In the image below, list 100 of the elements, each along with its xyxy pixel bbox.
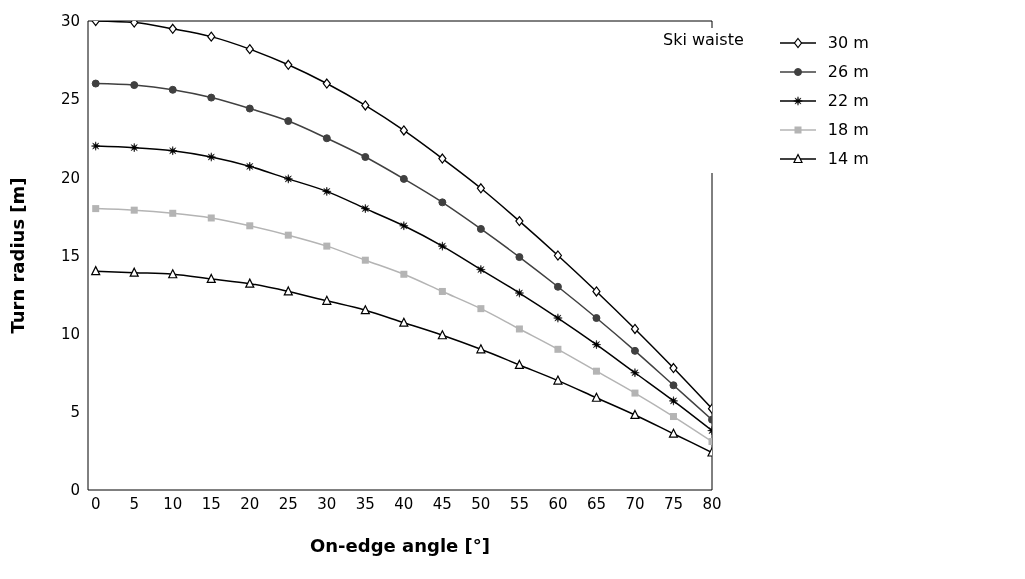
x-tick-label: 80 xyxy=(702,494,722,513)
point xyxy=(476,344,486,354)
point xyxy=(130,21,139,28)
point xyxy=(553,250,563,261)
point xyxy=(630,346,639,355)
point xyxy=(168,23,177,34)
point xyxy=(245,104,254,113)
x-tick-label: 55 xyxy=(509,494,529,513)
point xyxy=(669,413,677,421)
point xyxy=(438,153,447,164)
point xyxy=(361,100,370,111)
x-tick-label: 5 xyxy=(129,494,139,513)
point xyxy=(361,153,370,162)
point xyxy=(476,224,485,233)
point xyxy=(514,359,525,370)
point xyxy=(361,256,369,264)
x-tick-label: 15 xyxy=(201,494,221,513)
point xyxy=(668,396,679,406)
point xyxy=(322,134,331,143)
point xyxy=(284,59,293,70)
point xyxy=(554,345,562,353)
legend-label: 22 m xyxy=(827,91,869,110)
point xyxy=(515,216,524,227)
x-tick-label: 50 xyxy=(471,494,491,513)
point xyxy=(399,317,409,327)
point xyxy=(476,183,485,194)
point xyxy=(207,31,216,42)
point xyxy=(399,125,408,136)
point xyxy=(246,222,254,230)
point xyxy=(591,392,602,402)
point xyxy=(130,81,139,90)
point xyxy=(168,269,178,279)
point xyxy=(399,221,409,231)
point xyxy=(206,152,216,162)
point xyxy=(399,174,408,183)
x-tick-label: 0 xyxy=(90,494,101,513)
point xyxy=(553,375,563,385)
point xyxy=(130,206,138,214)
point xyxy=(630,368,640,378)
point xyxy=(669,362,678,374)
point xyxy=(322,78,331,89)
point xyxy=(129,267,139,277)
point xyxy=(438,198,447,207)
point xyxy=(283,174,293,184)
y-tick-label: 5 xyxy=(70,403,80,422)
y-tick-label: 30 xyxy=(60,12,80,31)
point xyxy=(631,389,639,397)
point xyxy=(206,273,216,284)
point xyxy=(592,286,601,297)
point xyxy=(360,204,370,214)
legend-title: Ski waiste xyxy=(663,29,744,51)
x-tick-label: 25 xyxy=(278,494,298,513)
point xyxy=(168,146,178,156)
point xyxy=(168,85,177,94)
legend-label: 18 m xyxy=(827,120,869,139)
point xyxy=(476,265,486,275)
point xyxy=(437,241,447,251)
legend-label: 30 m xyxy=(827,33,869,52)
x-tick-label: 40 xyxy=(394,494,414,513)
point xyxy=(207,93,216,102)
point xyxy=(245,161,255,171)
point xyxy=(91,79,100,88)
point xyxy=(360,305,370,315)
x-tick-label: 10 xyxy=(163,494,183,513)
point xyxy=(245,278,255,288)
point xyxy=(284,117,293,126)
point xyxy=(322,186,332,196)
point xyxy=(553,313,563,323)
x-tick-label: 30 xyxy=(317,494,337,513)
point xyxy=(169,209,177,217)
point xyxy=(437,330,447,340)
point xyxy=(630,409,640,420)
y-axis-title: Turn radius [m] xyxy=(7,177,29,334)
y-tick-label: 15 xyxy=(60,246,80,265)
point xyxy=(515,325,523,333)
point xyxy=(630,323,640,335)
x-tick-label: 45 xyxy=(432,494,452,513)
point xyxy=(129,143,139,153)
point xyxy=(283,286,293,296)
point xyxy=(322,295,332,305)
point xyxy=(245,44,254,55)
point xyxy=(400,270,408,278)
point xyxy=(323,242,331,250)
point xyxy=(284,231,292,239)
point xyxy=(515,253,524,262)
point xyxy=(91,266,101,276)
point xyxy=(477,305,485,313)
x-tick-label: 70 xyxy=(625,494,645,513)
x-tick-label: 60 xyxy=(548,494,568,513)
x-tick-label: 35 xyxy=(355,494,375,513)
point xyxy=(591,340,601,350)
point xyxy=(207,214,215,222)
point xyxy=(668,428,679,438)
x-tick-label: 75 xyxy=(663,494,684,513)
legend-label: 14 m xyxy=(827,149,869,168)
x-tick-label: 20 xyxy=(240,494,260,513)
point xyxy=(438,287,446,295)
point xyxy=(592,314,601,323)
point xyxy=(91,141,101,151)
point xyxy=(514,288,524,298)
